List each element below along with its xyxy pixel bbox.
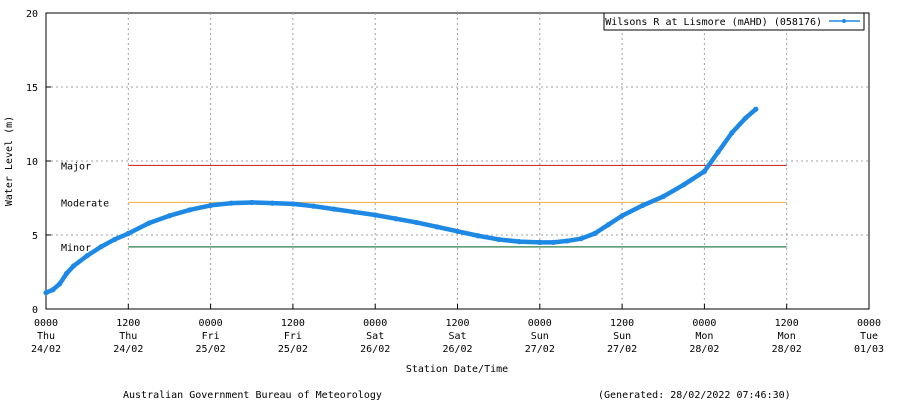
data-point xyxy=(290,201,296,207)
x-tick-label: Mon xyxy=(778,331,796,342)
footer-generated: (Generated: 28/02/2022 07:46:30) xyxy=(598,390,791,401)
data-point xyxy=(640,202,646,208)
y-tick-label: 15 xyxy=(26,83,38,94)
data-point xyxy=(550,239,557,245)
x-tick-label: Sat xyxy=(448,331,466,342)
data-point xyxy=(578,236,584,242)
data-point xyxy=(98,244,104,250)
data-point xyxy=(70,263,77,269)
data-point xyxy=(57,281,63,287)
y-tick-label: 0 xyxy=(32,305,38,316)
data-point xyxy=(208,202,214,208)
x-tick-label: Fri xyxy=(284,331,302,342)
gridlines xyxy=(46,13,869,309)
y-axis-label: Water Level (m) xyxy=(4,116,15,206)
data-point xyxy=(681,182,687,188)
x-axis-ticks: 0000 Thu 24/02 1200 Thu 24/02 0000 Fri 25/02 1200… xyxy=(31,304,884,355)
x-tick-label: 1200 xyxy=(610,318,634,329)
data-point xyxy=(454,228,461,234)
data-point xyxy=(166,213,173,219)
x-tick-label: 25/02 xyxy=(196,344,226,355)
data-point xyxy=(619,213,625,219)
threshold-label-moderate: Moderate xyxy=(61,198,109,209)
data-point xyxy=(564,238,570,244)
x-tick-label: 0000 xyxy=(857,318,881,329)
data-point xyxy=(715,149,721,155)
y-tick-label: 5 xyxy=(32,231,38,242)
x-tick-label: 24/02 xyxy=(113,344,143,355)
y-tick-label: 10 xyxy=(26,157,38,168)
x-tick-label: Tue xyxy=(860,331,878,342)
data-point xyxy=(111,236,118,243)
x-axis-label: Station Date/Time xyxy=(406,364,508,375)
x-tick-label: 1200 xyxy=(445,318,469,329)
x-tick-label: 0000 xyxy=(363,318,387,329)
data-point xyxy=(701,168,708,174)
x-tick-label: 27/02 xyxy=(607,344,637,355)
x-tick-label: 01/03 xyxy=(854,344,884,355)
data-point xyxy=(372,212,378,218)
data-point xyxy=(475,233,481,239)
x-tick-label: Fri xyxy=(202,331,220,342)
threshold-label-minor: Minor xyxy=(61,243,91,254)
data-point xyxy=(729,130,735,136)
data-point xyxy=(753,106,759,112)
legend: Wilsons R at Lismore (mAHD) (058176) xyxy=(603,12,865,31)
x-tick-label: 24/02 xyxy=(31,344,61,355)
data-point xyxy=(496,236,502,243)
flood-thresholds: Major Moderate Minor xyxy=(61,161,787,254)
data-point xyxy=(605,222,611,228)
x-tick-label: 0000 xyxy=(199,318,223,329)
series-layer xyxy=(43,106,759,296)
x-tick-label: Thu xyxy=(119,331,137,342)
data-point xyxy=(516,239,522,245)
data-point xyxy=(50,287,56,293)
data-point xyxy=(413,219,419,226)
data-point xyxy=(352,209,358,215)
x-tick-label: Thu xyxy=(37,331,55,342)
x-tick-label: 25/02 xyxy=(278,344,308,355)
data-point xyxy=(63,270,70,277)
data-point xyxy=(249,199,255,206)
x-tick-label: 1200 xyxy=(775,318,799,329)
data-point xyxy=(146,220,152,226)
data-point xyxy=(434,224,440,230)
data-point xyxy=(228,200,234,206)
legend-swatch-marker xyxy=(842,19,846,23)
x-tick-label: Sun xyxy=(613,331,631,342)
data-point xyxy=(125,230,131,237)
data-point xyxy=(331,206,337,212)
y-axis-ticks: 0 5 10 15 20 xyxy=(26,9,51,316)
x-tick-label: 1200 xyxy=(281,318,305,329)
x-tick-label: 26/02 xyxy=(360,344,390,355)
legend-box xyxy=(603,12,865,31)
x-tick-label: Mon xyxy=(695,331,713,342)
data-point xyxy=(187,207,193,213)
x-tick-label: 28/02 xyxy=(772,344,802,355)
x-tick-label: 28/02 xyxy=(689,344,719,355)
data-point xyxy=(84,253,90,259)
x-tick-label: 26/02 xyxy=(442,344,472,355)
x-tick-label: 27/02 xyxy=(525,344,555,355)
legend-label: Wilsons R at Lismore (mAHD) (058176) xyxy=(605,17,822,28)
data-point xyxy=(43,290,49,296)
x-tick-label: 0000 xyxy=(528,318,552,329)
x-tick-label: 1200 xyxy=(116,318,140,329)
data-point xyxy=(742,115,749,121)
data-point xyxy=(310,203,317,209)
y-tick-label: 20 xyxy=(26,9,38,20)
data-point xyxy=(393,216,399,222)
footer-source: Australian Government Bureau of Meteorol… xyxy=(123,390,382,401)
x-tick-label: 0000 xyxy=(34,318,58,329)
threshold-label-major: Major xyxy=(61,161,91,172)
data-point xyxy=(269,200,275,206)
data-point xyxy=(592,230,598,237)
x-tick-label: Sat xyxy=(366,331,384,342)
data-point xyxy=(537,239,543,245)
x-tick-label: Sun xyxy=(531,331,549,342)
x-tick-label: 0000 xyxy=(692,318,716,329)
data-point xyxy=(660,193,666,200)
